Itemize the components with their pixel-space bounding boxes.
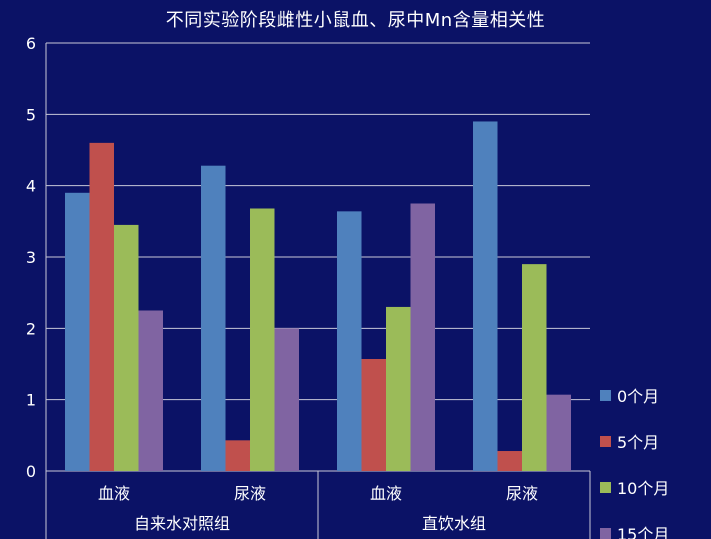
x-tick-label: 尿液 <box>506 484 538 503</box>
legend-label: 10个月 <box>617 479 670 498</box>
y-tick-label: 1 <box>26 391 36 410</box>
bar-1-2 <box>201 165 226 471</box>
bar-4-2 <box>274 328 299 471</box>
legend-item: 0个月 <box>600 372 710 418</box>
y-tick-label: 3 <box>26 248 36 267</box>
bar-1-4 <box>473 121 498 471</box>
legend: 0个月 5个月 10个月 15个月 <box>600 372 710 539</box>
bar-2-4 <box>497 451 522 471</box>
bar-4-3 <box>410 203 435 471</box>
y-tick-label: 2 <box>26 319 36 338</box>
bar-3-2 <box>250 208 275 471</box>
group-label: 自来水对照组 <box>134 514 230 533</box>
legend-swatch <box>600 481 611 493</box>
legend-swatch <box>600 527 611 539</box>
x-tick-label: 尿液 <box>234 484 266 503</box>
legend-item: 10个月 <box>600 464 710 510</box>
bar-4-4 <box>546 394 571 471</box>
legend-item: 5个月 <box>600 418 710 464</box>
chart-title: 不同实验阶段雌性小鼠血、尿中Mn含量相关性 <box>165 10 546 31</box>
x-tick-label: 血液 <box>98 484 130 503</box>
bar-2-3 <box>361 359 386 471</box>
legend-item: 15个月 <box>600 510 710 539</box>
y-tick-label: 0 <box>26 462 36 481</box>
bar-1-1 <box>65 192 90 472</box>
legend-label: 0个月 <box>617 387 660 406</box>
bar-3-4 <box>522 264 547 471</box>
bar-4-1 <box>138 310 163 471</box>
y-tick-label: 6 <box>26 34 36 53</box>
legend-swatch <box>600 389 611 401</box>
legend-swatch <box>600 435 611 447</box>
bar-2-2 <box>225 440 250 471</box>
legend-label: 15个月 <box>617 525 670 539</box>
bar-2-1 <box>89 142 114 471</box>
legend-label: 5个月 <box>617 433 660 452</box>
bar-3-1 <box>114 224 139 471</box>
x-tick-label: 血液 <box>370 484 402 503</box>
group-label: 直饮水组 <box>422 514 486 533</box>
bar-3-3 <box>386 306 411 471</box>
y-tick-label: 5 <box>26 105 36 124</box>
bar-1-3 <box>337 211 362 471</box>
y-tick-label: 4 <box>26 177 36 196</box>
